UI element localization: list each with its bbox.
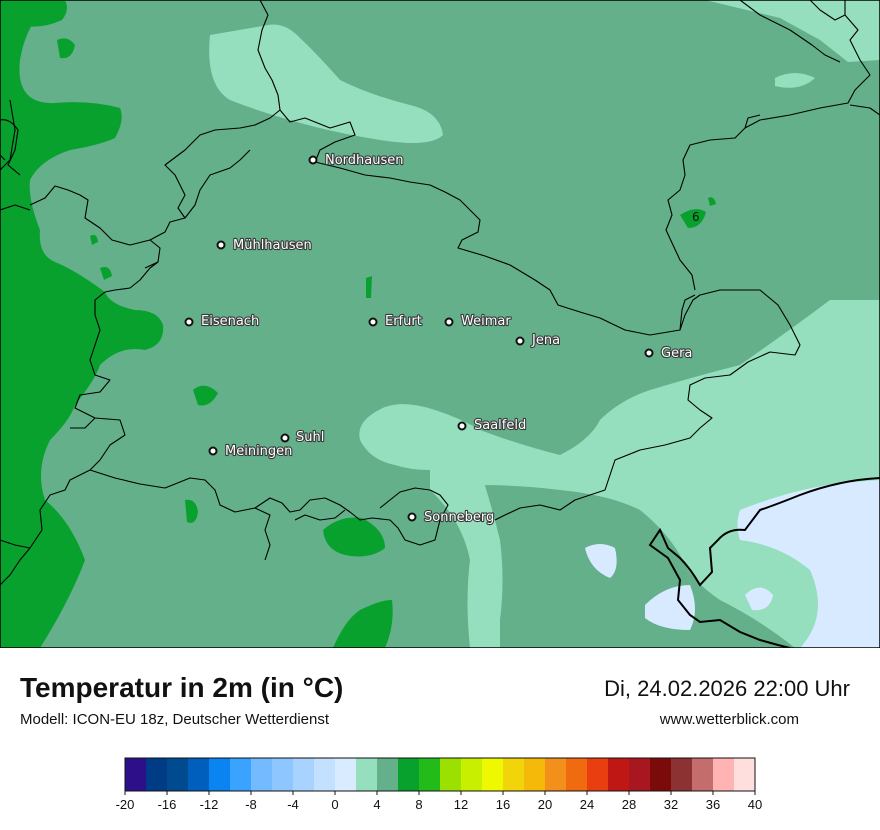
- color-swatch: [419, 758, 441, 791]
- color-swatch: [713, 758, 735, 791]
- city-marker: [515, 336, 525, 346]
- tick-label: -4: [287, 797, 299, 812]
- website-link[interactable]: www.wetterblick.com: [659, 711, 799, 728]
- city-label: Mühlhausen: [233, 238, 312, 253]
- city-meiningen: Meiningen: [208, 443, 294, 460]
- city-label: Sonneberg: [424, 510, 494, 525]
- color-swatch: [314, 758, 336, 791]
- tick-label: 36: [706, 797, 720, 812]
- color-swatch: [125, 758, 147, 791]
- city-marker: [216, 240, 226, 250]
- color-swatch: [188, 758, 210, 791]
- color-swatch: [566, 758, 588, 791]
- city-marker: [407, 512, 417, 522]
- band-0-2-areas: [585, 480, 880, 648]
- tick-label: -20: [116, 797, 135, 812]
- isoline-label: 6: [692, 210, 700, 224]
- band-2-4-areas: [8, 0, 880, 648]
- city-marker: [368, 317, 378, 327]
- color-swatch: [398, 758, 420, 791]
- city-erfurt: Erfurt: [368, 313, 423, 330]
- color-swatch: [356, 758, 378, 791]
- color-swatch: [230, 758, 252, 791]
- city-label: Saalfeld: [474, 418, 526, 433]
- city-eisenach: Eisenach: [184, 313, 260, 330]
- city-label: Nordhausen: [325, 153, 404, 168]
- color-swatch: [524, 758, 546, 791]
- color-swatch: [377, 758, 399, 791]
- color-swatch: [629, 758, 651, 791]
- tick-label: -12: [200, 797, 219, 812]
- color-swatch: [545, 758, 567, 791]
- city-label: Gera: [661, 346, 692, 361]
- color-scale-ticks: -20 -16 -12 -8 -4 0 4 8 12 16 20 24 28 32 36 40: [116, 791, 762, 812]
- city-saalfeld: Saalfeld: [457, 417, 527, 434]
- color-swatch: [440, 758, 462, 791]
- city-label: Eisenach: [201, 314, 259, 329]
- band-6-8-areas: [0, 0, 716, 648]
- color-swatch: [251, 758, 273, 791]
- temperature-map: 6 Nordhausen Mühlhausen Eisenach Erfurt …: [0, 0, 880, 648]
- tick-label: -16: [158, 797, 177, 812]
- color-swatch: [608, 758, 630, 791]
- city-label: Suhl: [296, 430, 324, 445]
- tick-label: -8: [245, 797, 257, 812]
- tick-label: 28: [622, 797, 636, 812]
- tick-label: 20: [538, 797, 552, 812]
- city-label: Jena: [531, 333, 560, 348]
- color-swatch: [272, 758, 294, 791]
- tick-label: 24: [580, 797, 594, 812]
- color-swatch: [482, 758, 504, 791]
- city-weimar: Weimar: [444, 313, 512, 330]
- city-label: Erfurt: [385, 314, 422, 329]
- color-swatch: [734, 758, 756, 791]
- city-marker: [644, 348, 654, 358]
- city-marker: [308, 155, 318, 165]
- color-swatch: [503, 758, 525, 791]
- color-swatch: [671, 758, 693, 791]
- color-swatch: [650, 758, 672, 791]
- color-scale-border: [124, 757, 756, 792]
- tick-label: 0: [331, 797, 338, 812]
- tick-label: 12: [454, 797, 468, 812]
- region-boundaries: [0, 0, 880, 648]
- city-marker: [280, 433, 290, 443]
- city-suhl: Suhl: [280, 429, 325, 446]
- city-nordhausen: Nordhausen: [308, 152, 405, 169]
- color-swatch: [209, 758, 231, 791]
- tick-label: 16: [496, 797, 510, 812]
- color-swatch: [587, 758, 609, 791]
- map-title: Temperatur in 2m (in °C): [20, 672, 344, 703]
- city-label: Weimar: [461, 314, 511, 329]
- color-swatch: [293, 758, 315, 791]
- city-marker: [208, 446, 218, 456]
- color-swatch: [461, 758, 483, 791]
- city-marker: [184, 317, 194, 327]
- city-sonneberg: Sonneberg: [407, 509, 495, 526]
- forecast-datetime: Di, 24.02.2026 22:00 Uhr: [604, 676, 850, 701]
- color-swatch: [335, 758, 357, 791]
- color-scale-swatches: [125, 758, 756, 791]
- city-marker: [457, 421, 467, 431]
- tick-label: 4: [373, 797, 380, 812]
- city-label: Meiningen: [225, 444, 292, 459]
- color-scale-legend: -20 -16 -12 -8 -4 0 4 8 12 16 20 24 28 32 36 40: [116, 757, 762, 812]
- city-marker: [444, 317, 454, 327]
- color-swatch: [167, 758, 189, 791]
- model-credit: Modell: ICON-EU 18z, Deutscher Wetterdie…: [20, 711, 330, 728]
- outer-boundaries: [648, 477, 880, 648]
- tick-label: 32: [664, 797, 678, 812]
- tick-label: 8: [415, 797, 422, 812]
- tick-label: 40: [748, 797, 762, 812]
- city-muehlhausen: Mühlhausen: [216, 237, 313, 254]
- color-swatch: [146, 758, 168, 791]
- city-jena: Jena: [515, 332, 561, 349]
- color-swatch: [692, 758, 714, 791]
- city-gera: Gera: [644, 345, 693, 362]
